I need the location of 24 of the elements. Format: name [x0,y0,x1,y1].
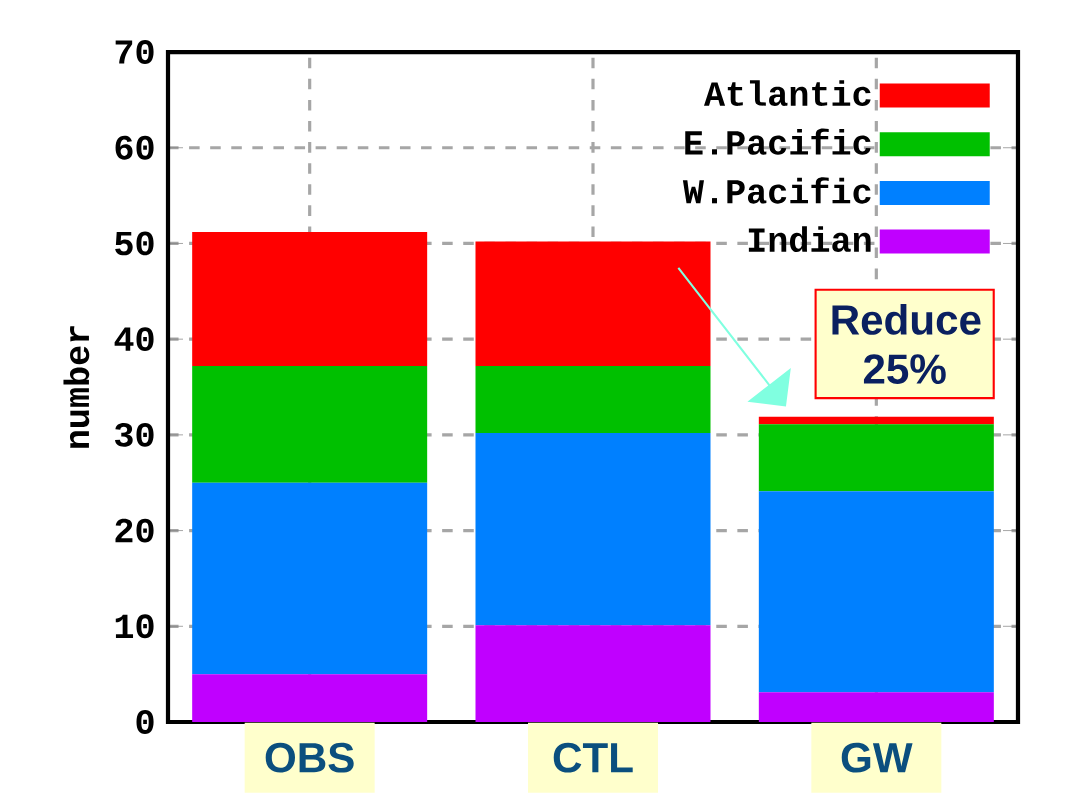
y-tick-label: 10 [115,614,154,639]
y-tick-label: 50 [115,231,154,256]
bar [758,416,994,425]
x-tick-label: OBS [265,742,354,773]
legend-label: Indian [748,226,871,252]
legend-label: Atlantic [703,80,871,106]
bar [758,491,994,693]
legend-label: E.Pacific [685,128,871,155]
x-tick-label: CTL [553,742,633,773]
y-tick-label: 70 [115,40,154,64]
bar [192,231,428,366]
y-tick-label: 20 [115,518,154,543]
y-axis-title: number [63,326,90,448]
y-tick-label: 60 [115,135,154,160]
bar [192,365,428,483]
legend-label: W.Pacific [682,177,871,204]
y-tick-label: 0 [136,710,154,734]
bar [758,424,994,492]
y-tick-label: 40 [114,327,154,352]
bar [475,432,711,626]
bar [192,482,428,675]
x-tick-label: GW [841,742,913,773]
y-tick-label: 30 [115,422,154,447]
annotation: Reduce 25% [832,303,981,385]
